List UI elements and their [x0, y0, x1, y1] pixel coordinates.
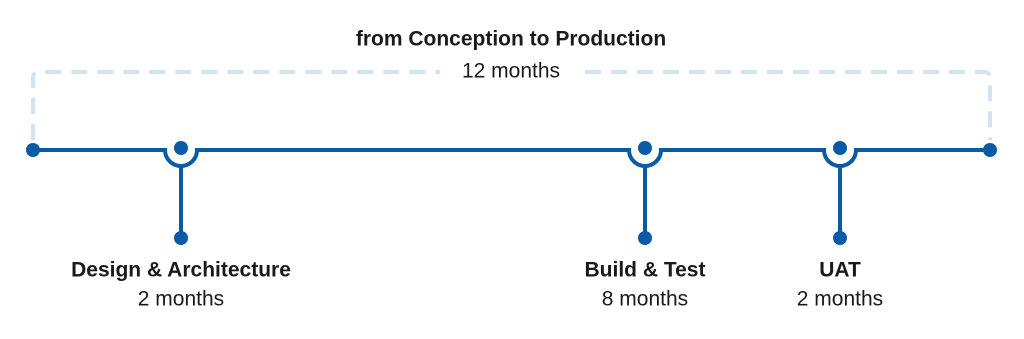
phase: Build & Test 8 months — [585, 141, 706, 311]
phase-label: Build & Test — [585, 259, 706, 282]
connector-dot — [638, 231, 652, 245]
phase-duration: 8 months — [602, 288, 688, 311]
phase-duration: 2 months — [797, 288, 883, 311]
phase-label: Design & Architecture — [71, 259, 291, 282]
phase-label: UAT — [819, 259, 861, 282]
title: from Conception to Production — [356, 28, 666, 51]
phase: UAT 2 months — [797, 141, 883, 311]
milestone-dot — [638, 141, 652, 155]
total-duration: 12 months — [462, 60, 560, 83]
phase-duration: 2 months — [138, 288, 224, 311]
phase: Design & Architecture 2 months — [71, 141, 291, 311]
connector-dot — [833, 231, 847, 245]
end-dot — [983, 143, 997, 157]
connector-dot — [174, 231, 188, 245]
start-dot — [26, 143, 40, 157]
milestone-dot — [833, 141, 847, 155]
span-bracket — [31, 70, 992, 140]
milestone-dot — [174, 141, 188, 155]
